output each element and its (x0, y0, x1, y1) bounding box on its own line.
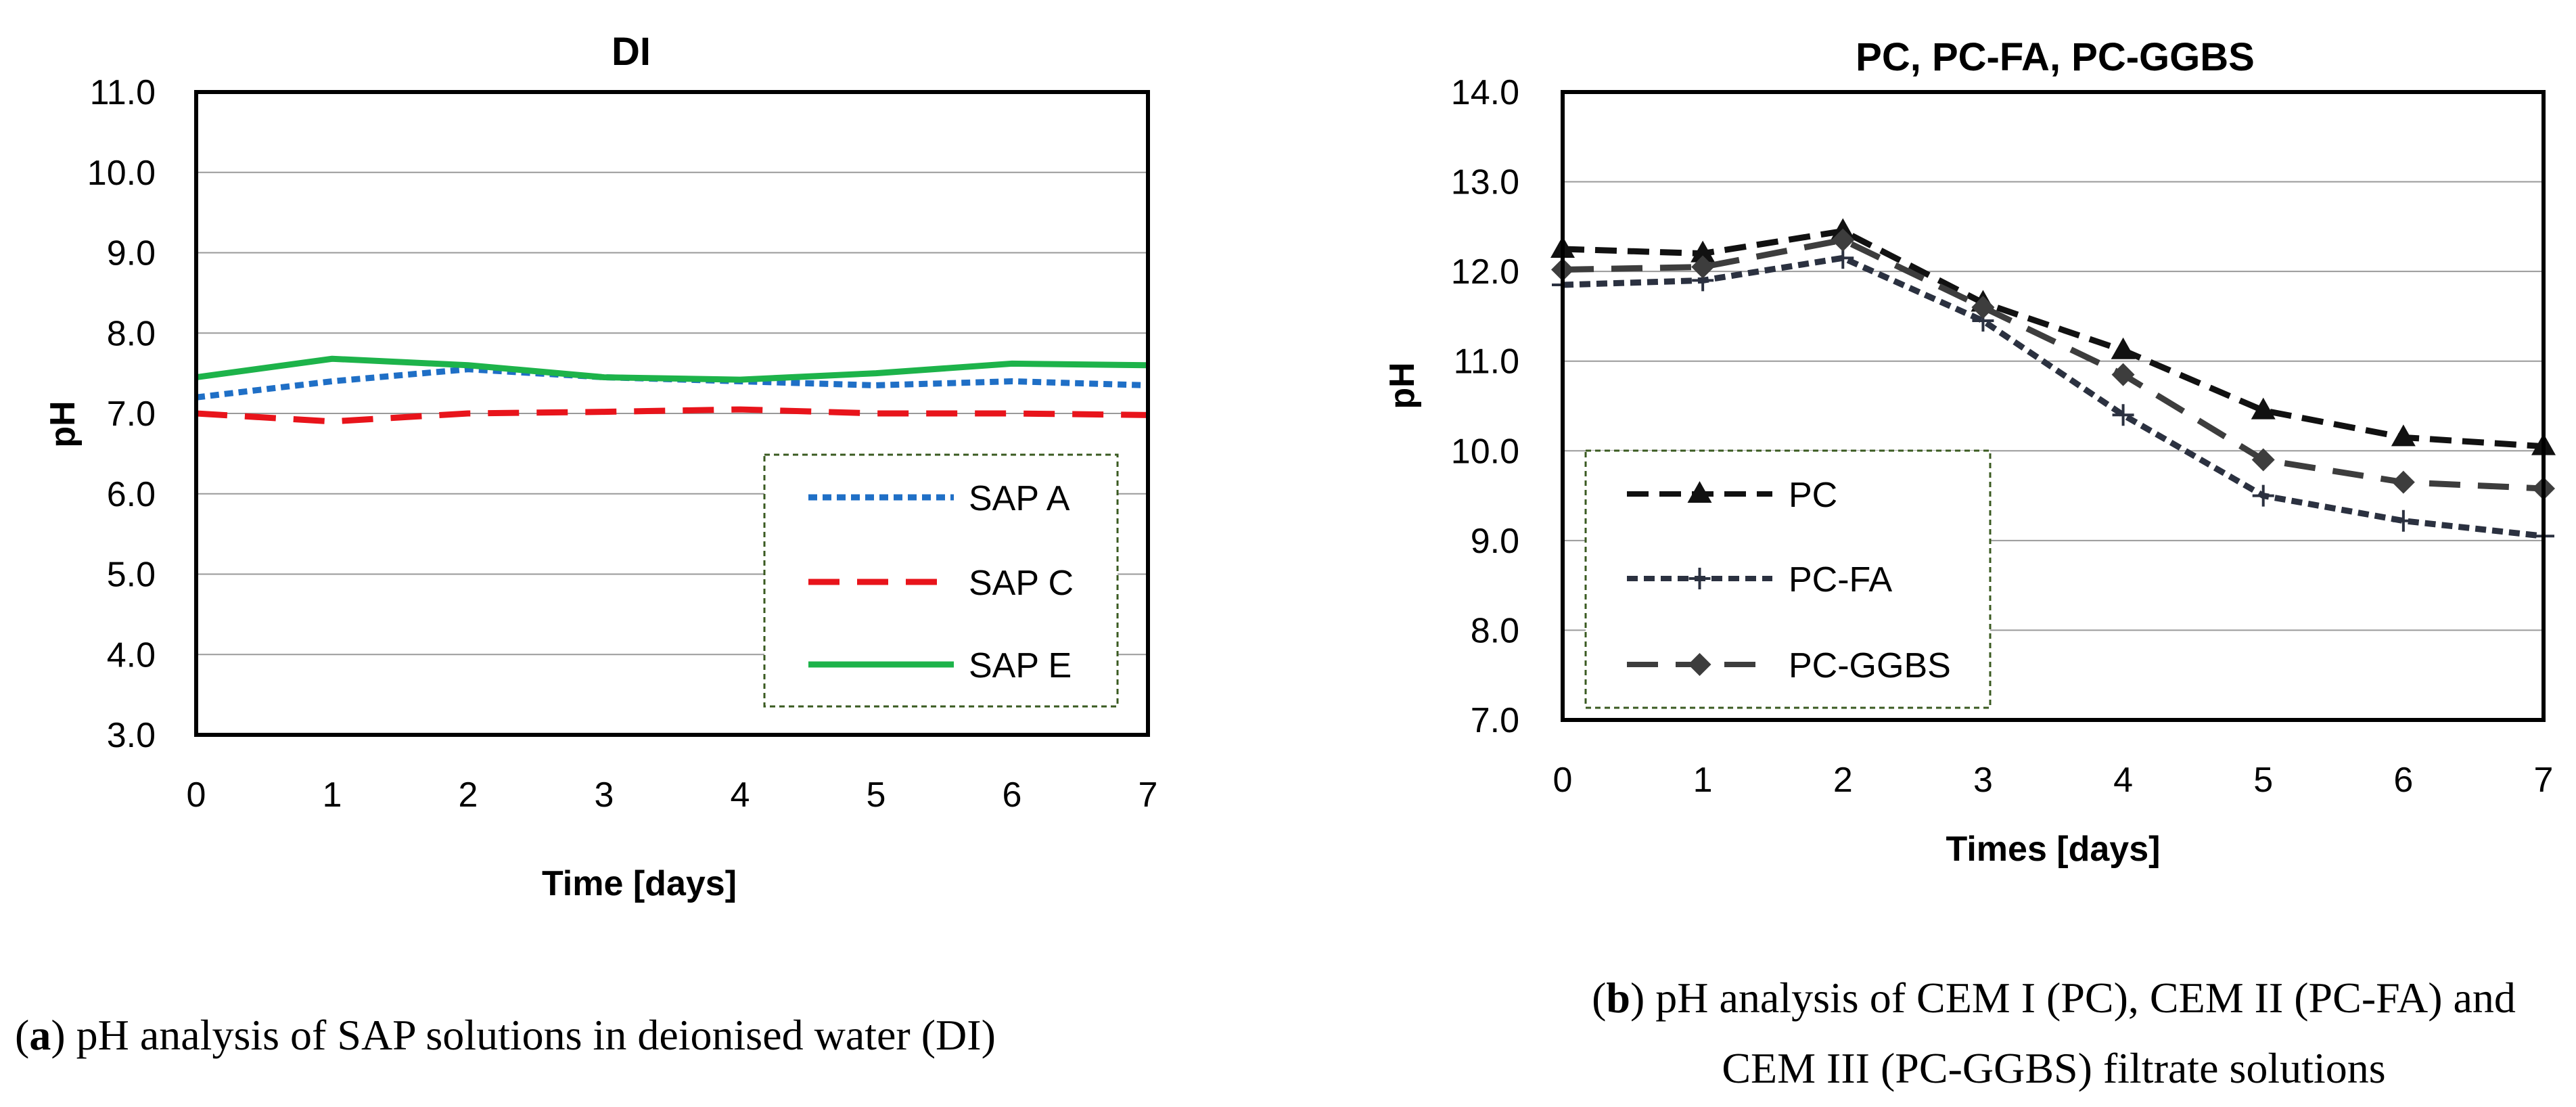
chart-a-y-tick-5.0: 5.0 (107, 556, 156, 595)
chart-b-x-tick-5: 5 (2253, 761, 2273, 800)
chart-a-x-tick-1: 1 (323, 775, 342, 815)
chart-a-x-tick-4: 4 (731, 775, 750, 815)
legend-pc-fa-marker (1688, 568, 1711, 589)
chart-b-legend: PC PC-FA PC-GGBS (1584, 449, 1992, 709)
chart-b-x-axis-label: Times [days] (1946, 830, 2161, 869)
chart-b-y-tick-10.0: 10.0 (1451, 432, 1519, 471)
chart-b-caption-line-2: CEM III (PC-GGBS) filtrate solutions (1722, 1044, 2385, 1092)
chart-b-x-tick-4: 4 (2113, 761, 2133, 800)
chart-a-x-tick-0: 0 (187, 775, 206, 815)
chart-a-x-tick-5: 5 (867, 775, 886, 815)
chart-b-point-pc-ggbs-1 (1691, 255, 1715, 279)
chart-a-plot-frame (194, 90, 1150, 737)
chart-a-series-sap-c-line (196, 406, 1149, 425)
chart-a-x-tick-6: 6 (1003, 775, 1022, 815)
chart-b-x-tick-6: 6 (2393, 761, 2413, 800)
chart-b-plot-frame (1561, 90, 2546, 722)
chart-b-y-tick-12.0: 12.0 (1451, 252, 1519, 292)
chart-a-y-tick-4.0: 4.0 (107, 635, 156, 675)
chart-b-point-pc-fa-5 (2252, 484, 2274, 507)
chart-a-x-tick-3: 3 (595, 775, 614, 815)
legend-pc-ggbs-label: PC-GGBS (1789, 646, 1951, 685)
chart-a-gridlines (196, 171, 1148, 656)
chart-b-title: PC, PC-FA, PC-GGBS (1856, 35, 2255, 79)
legend-pc-marker (1687, 481, 1712, 503)
chart-b-point-pc-ggbs-3 (1971, 296, 1995, 319)
chart-b-y-axis-label: pH (1383, 362, 1422, 409)
chart-b-point-pc-ggbs-5 (2251, 448, 2275, 472)
legend-pc-ggbs-marker-shape (1688, 653, 1711, 676)
legend-pc-label: PC (1789, 476, 1837, 515)
chart-a-y-tick-11.0: 11.0 (90, 73, 156, 112)
chart-b-x-tick-7: 7 (2534, 761, 2554, 800)
chart-a-y-tick-8.0: 8.0 (107, 314, 156, 353)
chart-a-x-tick-2: 2 (459, 775, 478, 815)
chart-a: DI 3.0 4.0 5.0 6.0 7.0 8.0 9.0 10.0 11.0 0 1 2 3 4 5 6… (15, 30, 1157, 1059)
chart-b: PC, PC-FA, PC-GGBS 7.0 8.0 9.0 10.0 11.0 12.0… (1383, 35, 2556, 1092)
chart-a-y-tick-7.0: 7.0 (107, 394, 156, 434)
chart-b-x-tick-0: 0 (1553, 761, 1573, 800)
chart-a-y-tick-3.0: 3.0 (107, 716, 156, 755)
chart-b-point-pc-5 (2251, 397, 2276, 420)
legend-sap-e-label: SAP E (969, 646, 1072, 685)
chart-b-point-pc-ggbs-4 (2111, 363, 2135, 386)
chart-a-y-tick-6.0: 6.0 (107, 475, 156, 514)
chart-b-y-tick-13.0: 13.0 (1451, 163, 1519, 202)
chart-a-series (196, 355, 1149, 425)
chart-a-series-sap-a-line (196, 366, 1149, 401)
chart-a-caption-label: a (29, 1011, 51, 1059)
chart-a-y-tick-10.0: 10.0 (87, 154, 156, 193)
chart-b-y-tick-11.0: 11.0 (1454, 342, 1519, 382)
chart-b-point-pc-ggbs-2 (1831, 228, 1855, 252)
legend-sap-a-label: SAP A (969, 479, 1070, 518)
legend-pc-fa-marker-shape (1688, 568, 1711, 589)
legend-pc-ggbs-marker (1688, 653, 1711, 676)
chart-b-caption-label: b (1606, 974, 1630, 1022)
chart-b-y-tick-9.0: 9.0 (1471, 522, 1519, 561)
chart-b-series-pc-line (1562, 227, 2544, 450)
chart-a-legend: SAP A SAP C SAP E (763, 453, 1119, 708)
chart-b-y-tick-14.0: 14.0 (1451, 73, 1519, 112)
chart-a-y-tick-9.0: 9.0 (107, 234, 156, 273)
chart-b-point-pc-6 (2391, 424, 2416, 447)
legend-pc-fa-label: PC-FA (1789, 560, 1892, 600)
chart-b-caption-text-1: ) pH analysis of CEM I (PC), CEM II (PC-… (1630, 974, 2516, 1022)
chart-a-x-tick-7: 7 (1138, 775, 1158, 815)
chart-b-point-pc-fa-4 (2112, 404, 2134, 426)
chart-b-series-pc-ggbs-line (1562, 237, 2544, 492)
chart-b-caption-line-1: (b) pH analysis of CEM I (PC), CEM II (P… (1592, 974, 2516, 1022)
legend-pc-marker-shape (1687, 481, 1712, 503)
chart-b-x-tick-3: 3 (1973, 761, 1993, 800)
chart-b-series-pc-fa-line (1562, 254, 2544, 539)
chart-a-caption-text: ) pH analysis of SAP solutions in deioni… (51, 1011, 996, 1059)
chart-b-y-tick-7.0: 7.0 (1471, 701, 1519, 740)
chart-a-title: DI (612, 30, 651, 74)
legend-sap-c-label: SAP C (969, 564, 1074, 603)
chart-b-x-tick-2: 2 (1833, 761, 1853, 800)
chart-a-series-sap-e-line (196, 355, 1149, 383)
chart-b-x-tick-labels: 0 1 2 3 4 5 6 7 (1553, 761, 2554, 800)
chart-b-point-pc-fa-6 (2392, 510, 2414, 532)
chart-b-x-tick-1: 1 (1693, 761, 1713, 800)
chart-b-y-tick-labels: 7.0 8.0 9.0 10.0 11.0 12.0 13.0 14.0 (1451, 73, 1519, 740)
chart-a-x-tick-labels: 0 1 2 3 4 5 6 7 (187, 775, 1158, 815)
chart-a-y-tick-labels: 3.0 4.0 5.0 6.0 7.0 8.0 9.0 10.0 11.0 (87, 73, 156, 755)
chart-b-point-pc-4 (2111, 337, 2136, 359)
chart-b-y-tick-8.0: 8.0 (1471, 611, 1519, 650)
chart-b-point-pc-ggbs-6 (2391, 470, 2415, 494)
chart-a-x-axis-label: Time [days] (542, 864, 737, 903)
chart-a-caption: (a) pH analysis of SAP solutions in deio… (15, 1011, 996, 1059)
chart-b-point-pc-1 (1690, 240, 1716, 263)
chart-a-y-axis-label: pH (43, 401, 83, 447)
